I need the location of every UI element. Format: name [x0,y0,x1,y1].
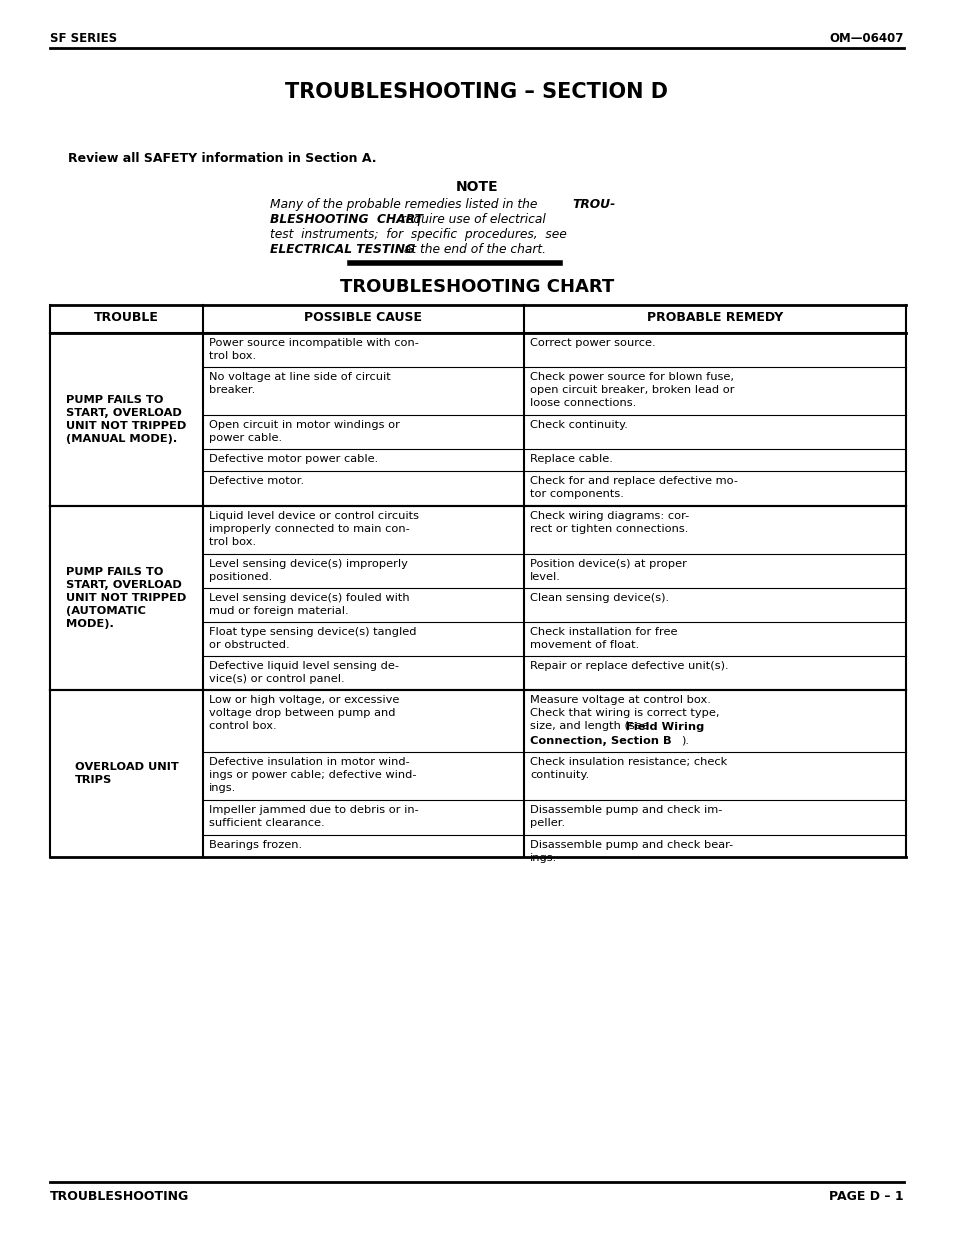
Text: OM—06407: OM—06407 [829,32,903,44]
Text: POSSIBLE CAUSE: POSSIBLE CAUSE [304,311,422,324]
Text: Field Wiring: Field Wiring [625,722,703,732]
Text: Defective motor power cable.: Defective motor power cable. [209,454,377,464]
Text: Review all SAFETY information in Section A.: Review all SAFETY information in Section… [68,152,376,165]
Text: PROBABLE REMEDY: PROBABLE REMEDY [646,311,782,324]
Text: Bearings frozen.: Bearings frozen. [209,840,302,850]
Text: Replace cable.: Replace cable. [530,454,612,464]
Text: Open circuit in motor windings or
power cable.: Open circuit in motor windings or power … [209,420,399,443]
Text: Defective insulation in motor wind-
ings or power cable; defective wind-
ings.: Defective insulation in motor wind- ings… [209,757,416,793]
Text: at the end of the chart.: at the end of the chart. [399,243,545,256]
Text: Power source incompatible with con-
trol box.: Power source incompatible with con- trol… [209,338,418,361]
Text: TROUBLESHOOTING – SECTION D: TROUBLESHOOTING – SECTION D [285,82,668,103]
Text: PUMP FAILS TO
START, OVERLOAD
UNIT NOT TRIPPED
(AUTOMATIC
MODE).: PUMP FAILS TO START, OVERLOAD UNIT NOT T… [67,567,187,630]
Text: TROU-: TROU- [572,198,615,211]
Text: test  instruments;  for  specific  procedures,  see: test instruments; for specific procedure… [270,228,566,241]
Text: SF SERIES: SF SERIES [50,32,117,44]
Text: Measure voltage at control box.
Check that wiring is correct type,
size, and len: Measure voltage at control box. Check th… [530,695,719,731]
Text: Liquid level device or control circuits
improperly connected to main con-
trol b: Liquid level device or control circuits … [209,511,418,547]
Text: BLESHOOTING  CHART: BLESHOOTING CHART [270,212,422,226]
Text: Defective motor.: Defective motor. [209,475,304,487]
Text: Connection, Section B: Connection, Section B [530,736,671,746]
Text: Check for and replace defective mo-
tor components.: Check for and replace defective mo- tor … [530,475,738,499]
Text: ELECTRICAL TESTING: ELECTRICAL TESTING [270,243,415,256]
Text: Disassemble pump and check bear-
ings.: Disassemble pump and check bear- ings. [530,840,733,863]
Text: Check continuity.: Check continuity. [530,420,627,430]
Text: No voltage at line side of circuit
breaker.: No voltage at line side of circuit break… [209,372,391,395]
Text: Float type sensing device(s) tangled
or obstructed.: Float type sensing device(s) tangled or … [209,627,416,650]
Text: Low or high voltage, or excessive
voltage drop between pump and
control box.: Low or high voltage, or excessive voltag… [209,695,399,731]
Text: Level sensing device(s) improperly
positioned.: Level sensing device(s) improperly posit… [209,559,408,582]
Text: Level sensing device(s) fouled with
mud or foreign material.: Level sensing device(s) fouled with mud … [209,593,409,616]
Text: Position device(s) at proper
level.: Position device(s) at proper level. [530,559,686,582]
Text: Check wiring diagrams: cor-
rect or tighten connections.: Check wiring diagrams: cor- rect or tigh… [530,511,688,534]
Text: Disassemble pump and check im-
peller.: Disassemble pump and check im- peller. [530,805,721,827]
Text: ).: ). [680,736,688,746]
Text: Check installation for free
movement of float.: Check installation for free movement of … [530,627,677,650]
Text: require use of electrical: require use of electrical [396,212,545,226]
Text: Clean sensing device(s).: Clean sensing device(s). [530,593,668,603]
Text: Defective liquid level sensing de-
vice(s) or control panel.: Defective liquid level sensing de- vice(… [209,661,398,684]
Text: Check insulation resistance; check
continuity.: Check insulation resistance; check conti… [530,757,726,779]
Text: Repair or replace defective unit(s).: Repair or replace defective unit(s). [530,661,728,671]
Text: Correct power source.: Correct power source. [530,338,655,348]
Text: Many of the probable remedies listed in the: Many of the probable remedies listed in … [270,198,540,211]
Text: OVERLOAD UNIT
TRIPS: OVERLOAD UNIT TRIPS [74,762,178,785]
Text: PAGE D – 1: PAGE D – 1 [828,1191,903,1203]
Text: Impeller jammed due to debris or in-
sufficient clearance.: Impeller jammed due to debris or in- suf… [209,805,418,827]
Text: TROUBLE: TROUBLE [94,311,159,324]
Text: TROUBLESHOOTING: TROUBLESHOOTING [50,1191,189,1203]
Text: NOTE: NOTE [456,180,497,194]
Text: PUMP FAILS TO
START, OVERLOAD
UNIT NOT TRIPPED
(MANUAL MODE).: PUMP FAILS TO START, OVERLOAD UNIT NOT T… [67,395,187,445]
Text: Check power source for blown fuse,
open circuit breaker, broken lead or
loose co: Check power source for blown fuse, open … [530,372,734,408]
Text: TROUBLESHOOTING CHART: TROUBLESHOOTING CHART [339,278,614,296]
